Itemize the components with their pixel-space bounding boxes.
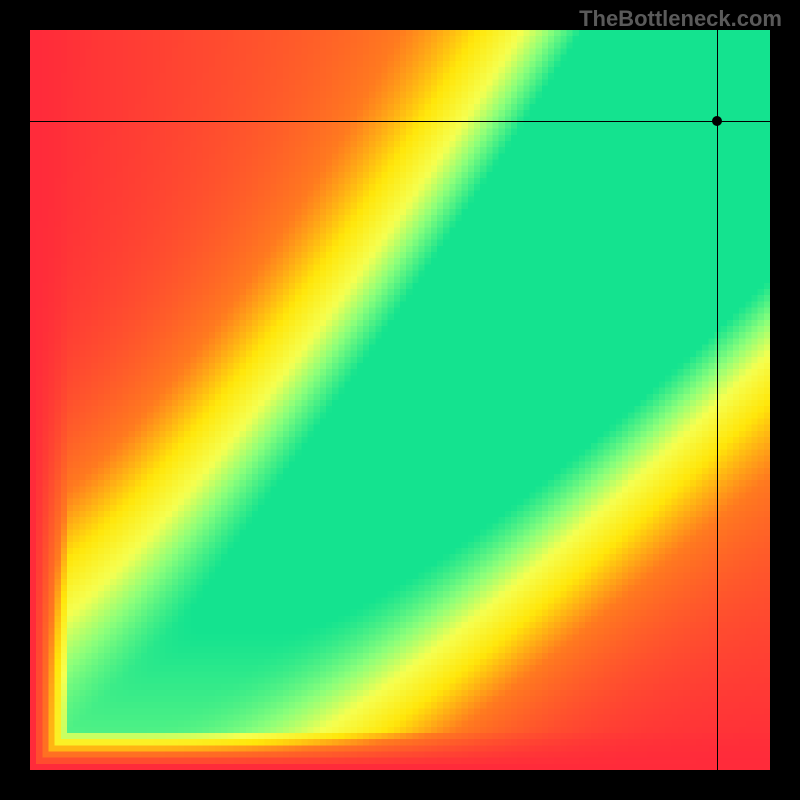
marker-point bbox=[712, 116, 722, 126]
crosshair-vertical bbox=[717, 30, 718, 770]
heatmap-plot bbox=[30, 30, 770, 770]
watermark-text: TheBottleneck.com bbox=[579, 6, 782, 32]
crosshair-horizontal bbox=[30, 121, 770, 122]
heatmap-canvas bbox=[30, 30, 770, 770]
